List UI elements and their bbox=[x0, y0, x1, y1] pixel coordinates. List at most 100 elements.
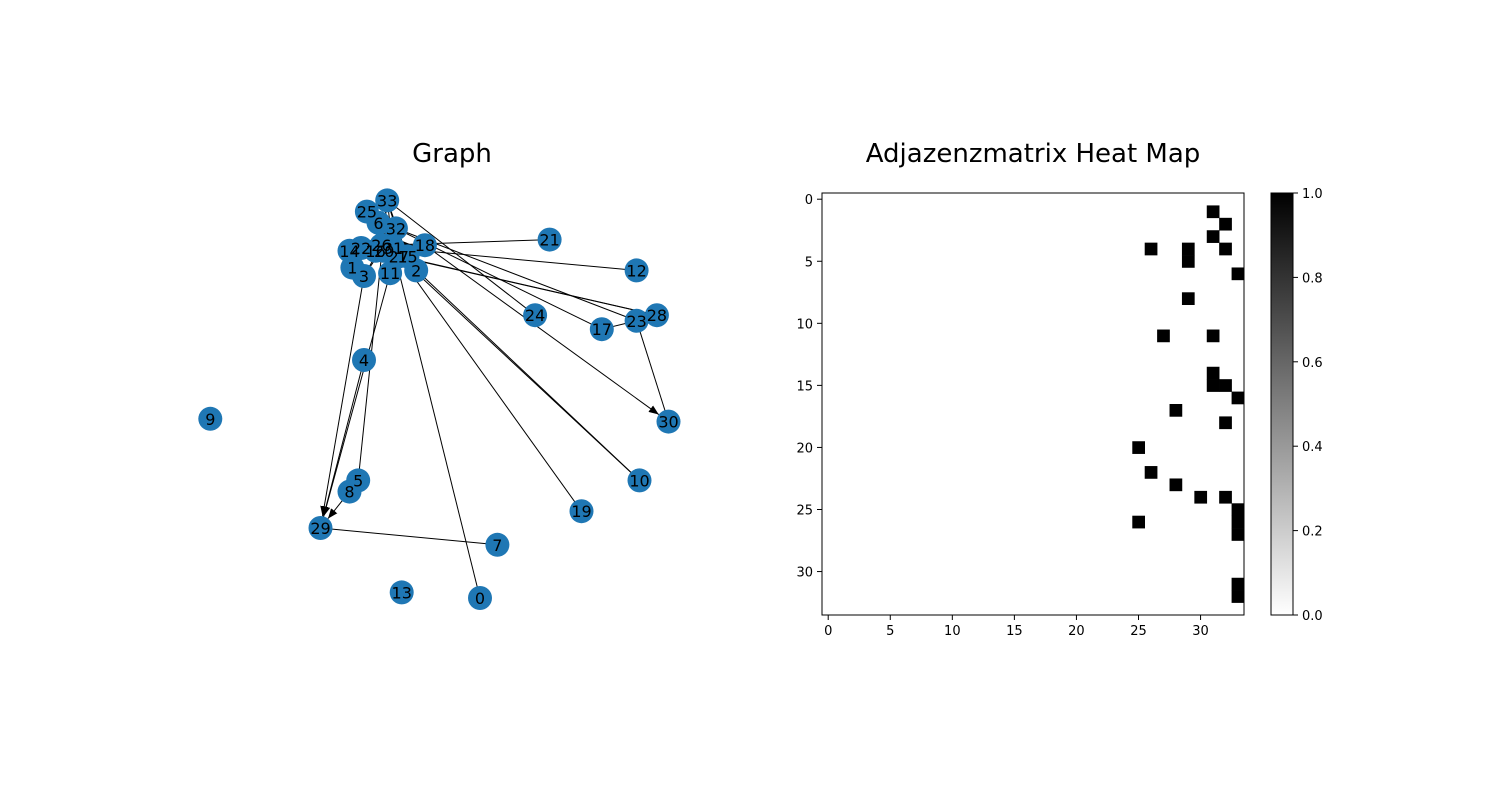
graph-edge bbox=[320, 527, 498, 546]
y-tick-label: 10 bbox=[796, 317, 813, 332]
graph-edge bbox=[320, 275, 365, 517]
heatmap-cell bbox=[1132, 441, 1146, 454]
graph-edge bbox=[386, 200, 536, 316]
graph-node-label: 18 bbox=[415, 236, 435, 255]
colorbar-tick-label: 0.8 bbox=[1302, 271, 1323, 286]
graph-node-label: 7 bbox=[492, 536, 502, 555]
graph-node-label: 29 bbox=[310, 519, 330, 538]
graph-node bbox=[352, 348, 376, 372]
heatmap-ticks: 0 5 10 15 20 25 30 0 5 10 15 20 25 30 bbox=[796, 193, 1208, 639]
graph-edge bbox=[392, 247, 640, 481]
y-tick-label: 20 bbox=[796, 441, 813, 456]
graph-node-label: 15 bbox=[397, 247, 417, 266]
heatmap-cell bbox=[1169, 404, 1183, 417]
y-tick-label: 25 bbox=[796, 504, 813, 519]
graph-node-label: 8 bbox=[344, 483, 354, 502]
heatmap-title: Adjazenzmatrix Heat Map bbox=[866, 139, 1201, 169]
heatmap-cell bbox=[1219, 217, 1232, 231]
colorbar-tick-label: 1.0 bbox=[1302, 187, 1323, 202]
graph-node bbox=[589, 317, 614, 342]
graph-edge bbox=[424, 244, 660, 415]
heatmap-cell bbox=[1132, 515, 1146, 529]
heatmap-cell bbox=[1206, 329, 1220, 343]
graph-node bbox=[412, 233, 437, 258]
graph-node bbox=[624, 258, 649, 283]
graph-edge bbox=[392, 247, 481, 599]
graph-node bbox=[485, 532, 510, 557]
graph-node bbox=[352, 264, 376, 288]
heatmap-cell bbox=[1219, 490, 1232, 504]
graph-node-label: 30 bbox=[658, 413, 678, 432]
x-tick-label: 10 bbox=[944, 624, 961, 639]
graph-node bbox=[656, 409, 681, 434]
graph-node-label: 5 bbox=[353, 471, 363, 490]
heatmap-cell bbox=[1206, 230, 1220, 243]
graph-node-label: 1 bbox=[347, 259, 357, 278]
x-tick-label: 15 bbox=[1006, 624, 1023, 639]
heatmap-cell bbox=[1231, 515, 1245, 529]
y-tick-label: 0 bbox=[805, 193, 813, 208]
graph-node-label: 4 bbox=[359, 351, 369, 370]
heatmap-cells bbox=[1132, 205, 1245, 603]
heatmap-cell bbox=[1219, 242, 1232, 256]
x-tick-label: 0 bbox=[824, 624, 832, 639]
graph-node bbox=[354, 199, 379, 224]
graph-node-label: 32 bbox=[386, 219, 406, 238]
graph-node-label: 33 bbox=[377, 191, 397, 210]
heatmap-cell bbox=[1231, 391, 1245, 405]
graph-node bbox=[537, 227, 562, 252]
graph-node bbox=[198, 406, 223, 431]
heatmap-cell bbox=[1206, 379, 1220, 392]
heatmap-cell bbox=[1231, 528, 1245, 541]
heatmap-cell bbox=[1219, 416, 1232, 430]
colorbar-tick-label: 0.0 bbox=[1302, 609, 1323, 624]
graph-node-label: 25 bbox=[357, 203, 377, 222]
graph-node bbox=[349, 236, 374, 260]
heatmap-cell bbox=[1231, 267, 1245, 281]
graph-node-label: 14 bbox=[339, 242, 359, 261]
heatmap-frame bbox=[821, 192, 1245, 616]
graph-node-label: 22 bbox=[351, 239, 371, 258]
graph-node-label: 2 bbox=[411, 261, 421, 280]
graph-node bbox=[337, 479, 362, 504]
graph-node-label: 24 bbox=[525, 306, 545, 325]
heatmap-cell bbox=[1157, 329, 1170, 343]
graph-node bbox=[383, 216, 408, 241]
graph-node-label: 19 bbox=[571, 502, 591, 521]
x-tick-label: 5 bbox=[886, 624, 894, 639]
colorbar-tick-label: 0.4 bbox=[1302, 440, 1323, 455]
graph-node-label: 28 bbox=[647, 306, 667, 325]
y-tick-label: 15 bbox=[796, 379, 813, 394]
graph-node bbox=[523, 303, 548, 328]
y-tick-label: 30 bbox=[796, 566, 813, 581]
colorbar-tick-label: 0.6 bbox=[1302, 356, 1323, 371]
graph-node-label: 11 bbox=[380, 264, 400, 283]
graph-node bbox=[468, 586, 492, 610]
graph-node-label: 10 bbox=[629, 471, 649, 490]
heatmap-cell bbox=[1206, 366, 1220, 380]
heatmap-panel: Adjazenzmatrix Heat Map 0 5 10 15 20 25 30 0 5 10… bbox=[796, 139, 1322, 639]
x-tick-label: 25 bbox=[1130, 624, 1147, 639]
y-tick-label: 5 bbox=[805, 255, 813, 270]
graph-node bbox=[308, 516, 333, 540]
graph-node bbox=[381, 236, 405, 260]
graph-node-label: 21 bbox=[539, 231, 559, 250]
heatmap-cell bbox=[1231, 503, 1245, 517]
heatmap-cell bbox=[1231, 590, 1245, 603]
graph-node bbox=[627, 468, 652, 493]
heatmap-cell bbox=[1144, 466, 1158, 479]
graph-node-label: 13 bbox=[392, 583, 412, 602]
graph-node-label: 23 bbox=[626, 312, 646, 331]
heatmap-cell bbox=[1181, 292, 1195, 306]
graph-node-label: 27 bbox=[389, 247, 409, 266]
heatmap-cell bbox=[1169, 478, 1183, 492]
graph-node bbox=[389, 580, 414, 605]
graph-edge bbox=[322, 273, 391, 517]
graph-node-label: 20 bbox=[374, 242, 394, 261]
heatmap-cell bbox=[1181, 255, 1195, 268]
graph-node-label: 3 bbox=[359, 267, 369, 286]
